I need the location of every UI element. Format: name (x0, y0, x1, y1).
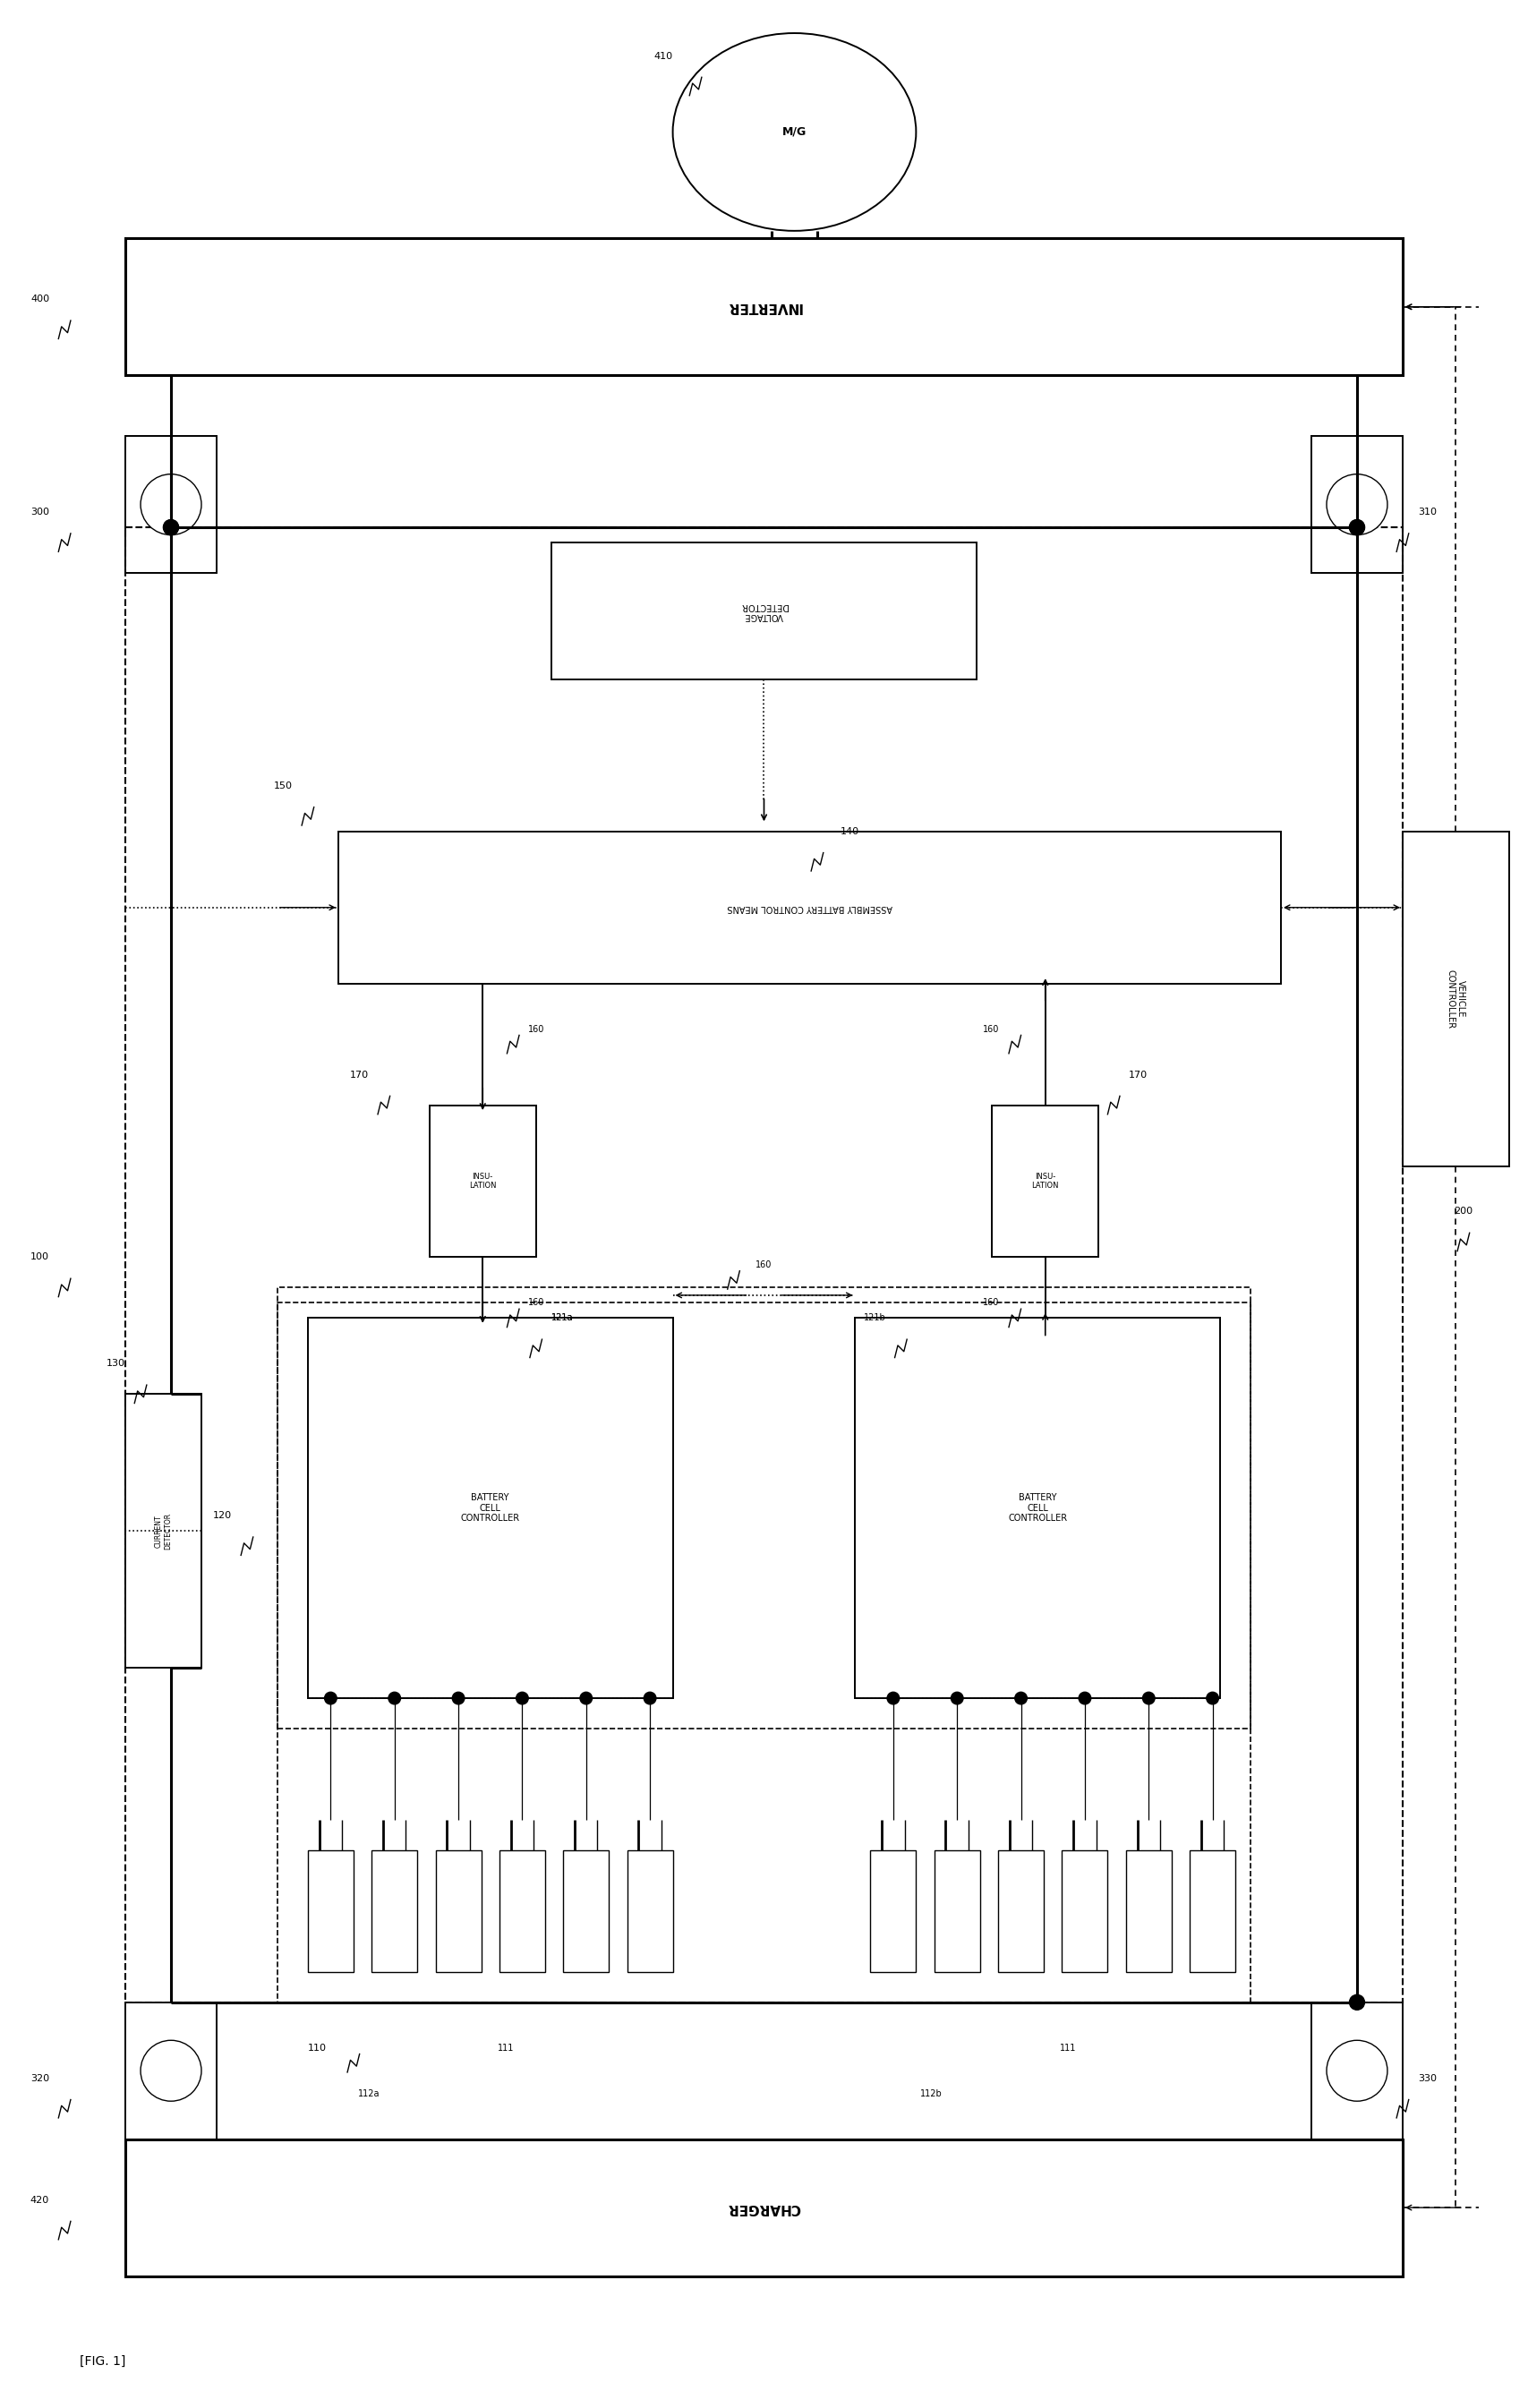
Circle shape (163, 520, 179, 535)
Text: CHARGER: CHARGER (727, 2201, 801, 2215)
Text: VEHICLE
CONTROLLER: VEHICLE CONTROLLER (1445, 968, 1465, 1028)
Circle shape (643, 1693, 656, 1705)
Text: 121a: 121a (552, 1315, 573, 1322)
Bar (435, 1849, 481, 1972)
Text: 410: 410 (654, 51, 672, 60)
Circle shape (452, 1693, 465, 1705)
Text: 400: 400 (31, 294, 49, 303)
Bar (429, 1105, 536, 1257)
Text: 130: 130 (107, 1358, 125, 1368)
Text: 150: 150 (274, 780, 293, 790)
Bar (125, 2003, 217, 2138)
Text: 170: 170 (350, 1069, 368, 1079)
Text: ASSEMBLY BATTERY CONTROL MEANS: ASSEMBLY BATTERY CONTROL MEANS (727, 903, 892, 913)
Bar (371, 1849, 417, 1972)
Circle shape (516, 1693, 529, 1705)
Text: 330: 330 (1418, 2073, 1436, 2083)
Bar (125, 238, 1403, 376)
Text: BATTERY
CELL
CONTROLLER: BATTERY CELL CONTROLLER (461, 1493, 520, 1522)
Text: 121b: 121b (863, 1315, 886, 1322)
Bar (934, 1849, 979, 1972)
Circle shape (1143, 1693, 1155, 1705)
Circle shape (388, 1693, 400, 1705)
Text: INSU-
LATION: INSU- LATION (1031, 1173, 1059, 1190)
Text: 111: 111 (1060, 2044, 1076, 2052)
Text: 160: 160 (983, 1298, 999, 1308)
Bar (626, 1849, 672, 1972)
Bar (125, 527, 1403, 2003)
Text: 170: 170 (1129, 1069, 1148, 1079)
Ellipse shape (672, 34, 917, 231)
Bar (307, 1849, 353, 1972)
Bar (871, 1849, 917, 1972)
Text: 160: 160 (529, 1026, 545, 1033)
Bar (1062, 1849, 1108, 1972)
Text: 140: 140 (840, 826, 859, 836)
Circle shape (1326, 474, 1387, 535)
Text: INVERTER: INVERTER (726, 301, 802, 313)
Text: 120: 120 (212, 1512, 232, 1519)
Text: 160: 160 (756, 1259, 772, 1269)
Bar (1311, 436, 1403, 573)
Bar (1126, 1849, 1172, 1972)
Circle shape (141, 2040, 202, 2102)
Bar (278, 1288, 1250, 1729)
Circle shape (324, 1693, 336, 1705)
Text: 320: 320 (31, 2073, 49, 2083)
Bar (278, 1303, 1250, 2003)
Bar (998, 1849, 1044, 1972)
Text: 111: 111 (497, 2044, 513, 2052)
Circle shape (950, 1693, 963, 1705)
Bar (552, 542, 976, 679)
Bar (992, 1105, 1099, 1257)
Circle shape (1079, 1693, 1091, 1705)
Text: VOLTAGE
DETECTOR: VOLTAGE DETECTOR (741, 602, 787, 621)
Bar (125, 436, 217, 573)
Circle shape (1326, 2040, 1387, 2102)
Text: 420: 420 (31, 2196, 49, 2203)
Text: 310: 310 (1418, 508, 1436, 518)
Circle shape (888, 1693, 900, 1705)
Text: 110: 110 (307, 2044, 327, 2052)
Bar (1403, 831, 1510, 1165)
Circle shape (1015, 1693, 1027, 1705)
Circle shape (581, 1693, 593, 1705)
Circle shape (141, 474, 202, 535)
Text: INSU-
LATION: INSU- LATION (469, 1173, 497, 1190)
Text: CURRENT
DETECTOR: CURRENT DETECTOR (154, 1512, 173, 1548)
Bar (125, 1394, 202, 1669)
Bar (338, 831, 1280, 982)
Bar (1311, 2003, 1403, 2138)
Bar (125, 2138, 1403, 2276)
Text: 300: 300 (31, 508, 49, 518)
Circle shape (1349, 1994, 1365, 2011)
Text: 200: 200 (1455, 1206, 1473, 1216)
Text: 121a: 121a (552, 1315, 573, 1322)
Bar (856, 1317, 1221, 1698)
Text: 160: 160 (983, 1026, 999, 1033)
Circle shape (1349, 520, 1365, 535)
Circle shape (1349, 520, 1365, 535)
Text: BATTERY
CELL
CONTROLLER: BATTERY CELL CONTROLLER (1008, 1493, 1067, 1522)
Bar (1190, 1849, 1235, 1972)
Circle shape (1207, 1693, 1219, 1705)
Text: 112b: 112b (920, 2090, 943, 2097)
Circle shape (163, 520, 179, 535)
Text: [FIG. 1]: [FIG. 1] (79, 2355, 125, 2367)
Text: 112a: 112a (358, 2090, 379, 2097)
Bar (307, 1317, 672, 1698)
Text: 100: 100 (31, 1252, 49, 1262)
Bar (500, 1849, 545, 1972)
Bar (564, 1849, 608, 1972)
Text: 160: 160 (529, 1298, 545, 1308)
Text: M/G: M/G (782, 125, 807, 137)
